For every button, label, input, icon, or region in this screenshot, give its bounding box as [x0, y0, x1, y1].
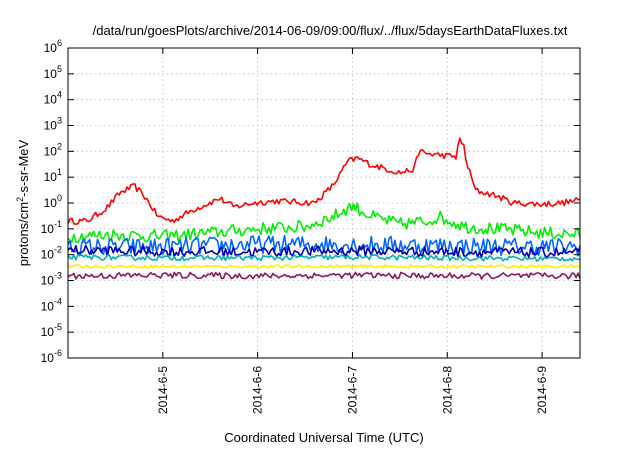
x-tick-label: 2014-6-5 — [156, 366, 170, 414]
y-tick-label: 106 — [44, 38, 62, 55]
y-tick-label: 10-2 — [41, 245, 62, 262]
axis-ticks — [68, 47, 580, 359]
y-tick-exponent: 6 — [57, 38, 62, 48]
y-tick-label: 104 — [44, 90, 62, 107]
y-tick-label: 105 — [44, 64, 62, 81]
y-tick-label: 10-4 — [41, 296, 62, 313]
flux-series-line-7 — [67, 271, 581, 280]
chart-title: /data/run/goesPlots/archive/2014-06-09/0… — [93, 23, 568, 38]
flux-series-line-1 — [67, 137, 581, 225]
flux-series-line-2 — [67, 202, 581, 244]
y-tick-label: 10-3 — [41, 271, 62, 288]
flux-series-line-6 — [67, 264, 581, 269]
y-tick-label: 10-5 — [41, 322, 62, 339]
y-tick-exponent: 0 — [57, 193, 62, 203]
y-tick-label: 103 — [44, 116, 62, 133]
x-tick-labels: 2014-6-5 2014-6-6 2014-6-7 2014-6-8 2014-6-9 — [156, 366, 549, 414]
y-tick-exponent: 4 — [57, 90, 62, 100]
y-axis-label-group: protons/cm2-s-sr-MeV — [15, 139, 31, 266]
y-tick-exponent: -5 — [54, 322, 62, 332]
x-axis-label: Coordinated Universal Time (UTC) — [224, 430, 423, 445]
x-tick-label: 2014-6-6 — [251, 366, 265, 414]
y-tick-exponent: 5 — [57, 64, 62, 74]
y-tick-label: 10-6 — [41, 348, 62, 365]
y-tick-exponent: -2 — [54, 245, 62, 255]
y-tick-label: 100 — [44, 193, 62, 210]
y-tick-exponent: -4 — [54, 296, 62, 306]
y-tick-label: 10-1 — [41, 219, 62, 236]
flux-series-line-4 — [67, 244, 581, 259]
x-tick-label: 2014-6-7 — [345, 366, 359, 414]
y-tick-exponent: 2 — [57, 141, 62, 151]
x-tick-label: 2014-6-9 — [535, 366, 549, 414]
y-tick-label: 101 — [44, 167, 62, 184]
flux-series-line-5 — [67, 254, 581, 262]
y-tick-exponent: -6 — [54, 348, 62, 358]
y-axis-label: protons/cm2-s-sr-MeV — [15, 139, 31, 266]
y-tick-label: 102 — [44, 141, 62, 158]
y-tick-exponent: -3 — [54, 271, 62, 281]
y-tick-exponent: -1 — [54, 219, 62, 229]
x-tick-label: 2014-6-8 — [440, 366, 454, 414]
flux-series-line-3 — [67, 234, 581, 257]
y-tick-exponent: 1 — [57, 167, 62, 177]
y-tick-exponent: 3 — [57, 116, 62, 126]
y-tick-labels: 10610510410310210110010-110-210-310-410-… — [41, 38, 62, 365]
series-layer — [67, 137, 581, 280]
